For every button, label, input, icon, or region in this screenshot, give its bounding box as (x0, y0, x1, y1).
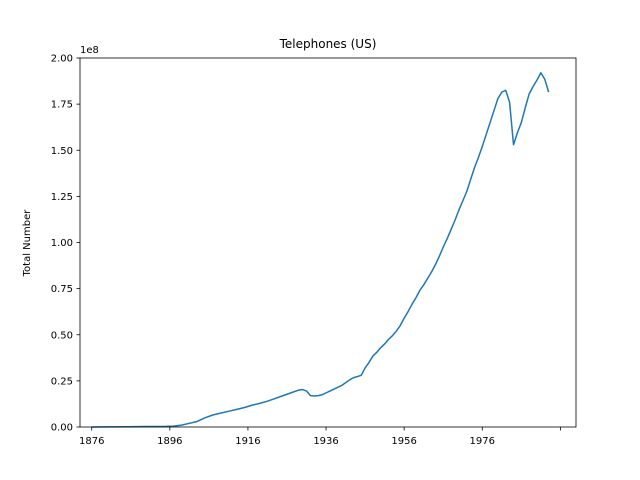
y-tick-label: 0.50 (51, 330, 73, 341)
y-tick-label: 1.25 (51, 192, 73, 203)
chart-title: Telephones (US) (279, 37, 377, 51)
y-offset-label: 1e8 (80, 45, 99, 56)
x-tick-label: 1896 (157, 436, 182, 447)
y-tick-label: 1.75 (51, 100, 73, 111)
y-tick-label: 1.50 (51, 146, 73, 157)
plot-area (91, 72, 550, 428)
series-line-0 (91, 72, 550, 428)
axes: 1876 1896 1916 1936 1956 1976 0.00 0.25 0.50 0.75… (51, 54, 577, 447)
x-tick-label: 1876 (79, 436, 104, 447)
y-tick-label: 2.00 (51, 54, 73, 65)
x-tick-label: 1956 (391, 436, 416, 447)
y-tick-label: 0.00 (51, 423, 73, 434)
y-tick-label: 0.75 (51, 284, 73, 295)
x-tick-label: 1916 (235, 436, 260, 447)
x-tick-label: 1976 (470, 436, 495, 447)
x-tick-label: 1936 (313, 436, 338, 447)
y-tick-label: 1.00 (51, 238, 73, 249)
y-axis-label: Total Number (22, 209, 33, 278)
y-tick-label: 0.25 (51, 376, 73, 387)
